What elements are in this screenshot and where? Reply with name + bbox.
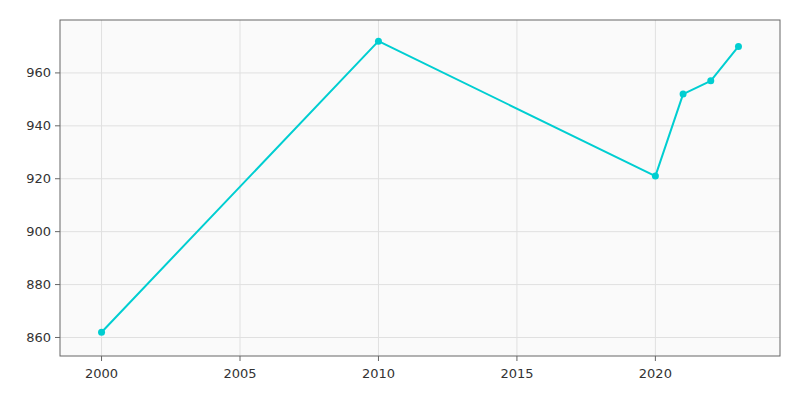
y-tick-label: 860 [26,330,51,345]
point [735,43,742,50]
y-tick [55,284,60,285]
y-tick [55,125,60,126]
point [98,329,105,336]
point [375,38,382,45]
x-grid-line [516,20,517,356]
grid [60,20,780,356]
data-layer [98,38,742,336]
x-tick [655,356,656,361]
chart-container: 2000 2005 2010 2015 2020 860 880 900 920 940 960 [0,0,800,400]
point [707,77,714,84]
x-grid-line [378,20,379,356]
line [102,41,739,332]
point [652,173,659,180]
y-tick-label: 960 [26,65,51,80]
chart-svg: 2000 2005 2010 2015 2020 860 880 900 920 940 960 [0,0,800,400]
x-tick-label: 2000 [85,366,118,381]
x-grid-line [101,20,102,356]
plot-background [60,20,780,356]
y-grid-line [60,231,780,232]
x-grid-line [655,20,656,356]
y-tick [55,337,60,338]
y-tick [55,178,60,179]
y-tick-label: 920 [26,171,51,186]
y-tick-label: 880 [26,277,51,292]
x-tick-label: 2005 [223,366,256,381]
axes: 2000 2005 2010 2015 2020 860 880 900 920 940 960 [26,20,780,381]
y-tick-label: 900 [26,224,51,239]
y-grid-line [60,72,780,73]
x-tick-label: 2010 [362,366,395,381]
x-tick-label: 2015 [500,366,533,381]
x-tick [240,356,241,361]
x-tick [516,356,517,361]
plot-frame [60,20,780,356]
x-tick [378,356,379,361]
y-tick [55,72,60,73]
x-tick-label: 2020 [639,366,672,381]
y-grid-line [60,178,780,179]
y-grid-line [60,337,780,338]
y-tick [55,231,60,232]
x-tick [101,356,102,361]
y-tick-label: 940 [26,118,51,133]
y-grid-line [60,284,780,285]
point [680,91,687,98]
